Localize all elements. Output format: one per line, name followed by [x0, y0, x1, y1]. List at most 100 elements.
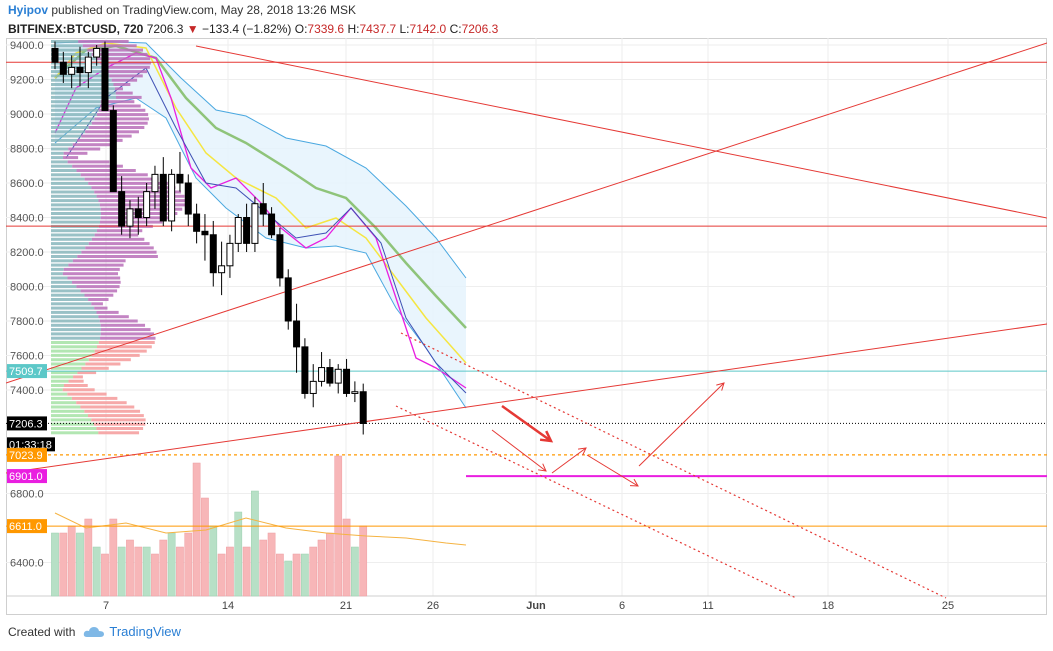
profile-bar-near — [51, 199, 99, 203]
volume-bar — [301, 553, 309, 597]
low-label: L: — [399, 22, 410, 36]
candle-bear — [159, 173, 167, 222]
profile-bar-near — [51, 302, 92, 306]
trend-line-1 — [6, 323, 1047, 474]
profile-bar-far — [71, 396, 118, 400]
profile-bar-far — [76, 169, 136, 172]
x-tick-label: 14 — [222, 600, 234, 612]
profile-bar-near — [51, 310, 97, 314]
profile-bar-far — [91, 302, 103, 306]
profile-bar-near — [51, 48, 88, 52]
profile-bar-near — [51, 366, 82, 370]
profile-bar-near — [51, 61, 100, 65]
profile-bar-near — [51, 396, 72, 400]
tradingview-link[interactable]: TradingView — [83, 624, 181, 639]
symbol-name: BITFINEX:BTCUSD, 720 — [8, 22, 144, 36]
channel-line-upper — [400, 332, 947, 599]
profile-bar-near — [51, 233, 95, 237]
y-tick-label: 9400.0 — [10, 40, 44, 52]
forecast-arrow-3 — [586, 454, 639, 487]
volume-bar — [159, 539, 168, 597]
profile-bar-near — [51, 173, 81, 177]
profile-bar-far — [96, 194, 185, 198]
profile-bar-far — [94, 233, 139, 237]
volume-bar — [192, 462, 201, 597]
profile-bar-far — [82, 44, 137, 48]
profile-bar-near — [51, 95, 116, 99]
x-tick-label: 6 — [619, 600, 625, 612]
profile-bar-far — [85, 246, 154, 250]
footer: Created with TradingView — [8, 624, 181, 639]
price-tag-box — [7, 447, 47, 462]
profile-bar-far — [115, 91, 133, 95]
profile-bar-far — [81, 250, 157, 254]
volume-bar — [176, 546, 184, 597]
profile-bar-near — [51, 293, 85, 297]
candle-bull — [318, 367, 326, 382]
volume-bar — [267, 532, 276, 597]
profile-bar-far — [63, 151, 88, 155]
high-label: H: — [347, 22, 360, 36]
volume-bar — [234, 511, 243, 597]
volume-bar — [276, 553, 284, 597]
price-tag-label: 6611.0 — [9, 521, 42, 533]
profile-bar-near — [51, 44, 83, 48]
profile-bar-far — [84, 409, 141, 413]
volume-bar — [109, 518, 118, 597]
profile-bar-far — [98, 341, 155, 344]
profile-bar-near — [51, 108, 99, 112]
candle-bear — [209, 234, 217, 274]
volume-bar — [251, 490, 259, 597]
profile-bar-far — [73, 375, 83, 379]
horizontal-levels — [6, 61, 1047, 527]
x-tick-label: Jun — [526, 600, 546, 612]
profile-bar-far — [68, 379, 84, 383]
candle-bear — [134, 208, 142, 218]
profile-bar-far — [77, 371, 97, 375]
x-tick-label: 25 — [942, 600, 954, 612]
profile-bar-far — [76, 285, 120, 289]
bollinger-upper — [54, 40, 467, 279]
profile-bar-far — [72, 143, 113, 147]
volume-bar — [351, 546, 359, 597]
profile-bar-near — [51, 401, 77, 405]
profile-bar-near — [51, 237, 92, 241]
moving-average-yellow — [54, 42, 467, 364]
profile-bar-far — [68, 147, 101, 151]
x-tick-label: 11 — [702, 600, 713, 612]
down-arrow-icon: ▼ — [186, 22, 199, 36]
forecast-arrow-3-head — [629, 478, 639, 487]
profile-bar-near — [51, 379, 69, 383]
profile-bar-near — [51, 319, 100, 323]
volume-bar — [92, 546, 101, 597]
volume-bar — [359, 525, 368, 597]
profile-bar-near — [51, 409, 85, 413]
price-chart[interactable]: 9400.0 9200.0 9000.0 8800.0 8600.0 8400.0 8200… — [6, 38, 1047, 618]
volume-bar — [201, 497, 209, 597]
profile-bar-far — [85, 362, 121, 366]
profile-bar-far — [88, 181, 168, 185]
profile-bar-near — [51, 117, 95, 121]
profile-bar-near — [51, 289, 81, 293]
tradingview-brand: TradingView — [109, 624, 181, 639]
profile-bar-far — [103, 65, 150, 69]
price-tag-box — [7, 437, 55, 452]
profile-bar-far — [94, 422, 146, 426]
x-tick-label: 7 — [103, 600, 109, 612]
profile-bar-near — [51, 328, 101, 332]
candle-bear — [109, 110, 117, 193]
candle-bear — [343, 368, 351, 394]
candle-bear — [284, 277, 292, 322]
candle-bear — [51, 47, 59, 63]
candle-bear — [176, 173, 184, 184]
profile-bar-far — [98, 108, 146, 112]
profile-bar-near — [51, 255, 78, 258]
profile-bar-near — [51, 267, 64, 271]
profile-bar-far — [77, 138, 123, 142]
volume-bars — [51, 455, 467, 597]
published-header: Hyipov published on TradingView.com, May… — [8, 3, 356, 17]
profile-bar-near — [51, 263, 69, 267]
profile-bar-far — [63, 384, 88, 387]
author-name[interactable]: Hyipov — [8, 3, 49, 17]
y-tick-label: 9200.0 — [10, 75, 44, 87]
